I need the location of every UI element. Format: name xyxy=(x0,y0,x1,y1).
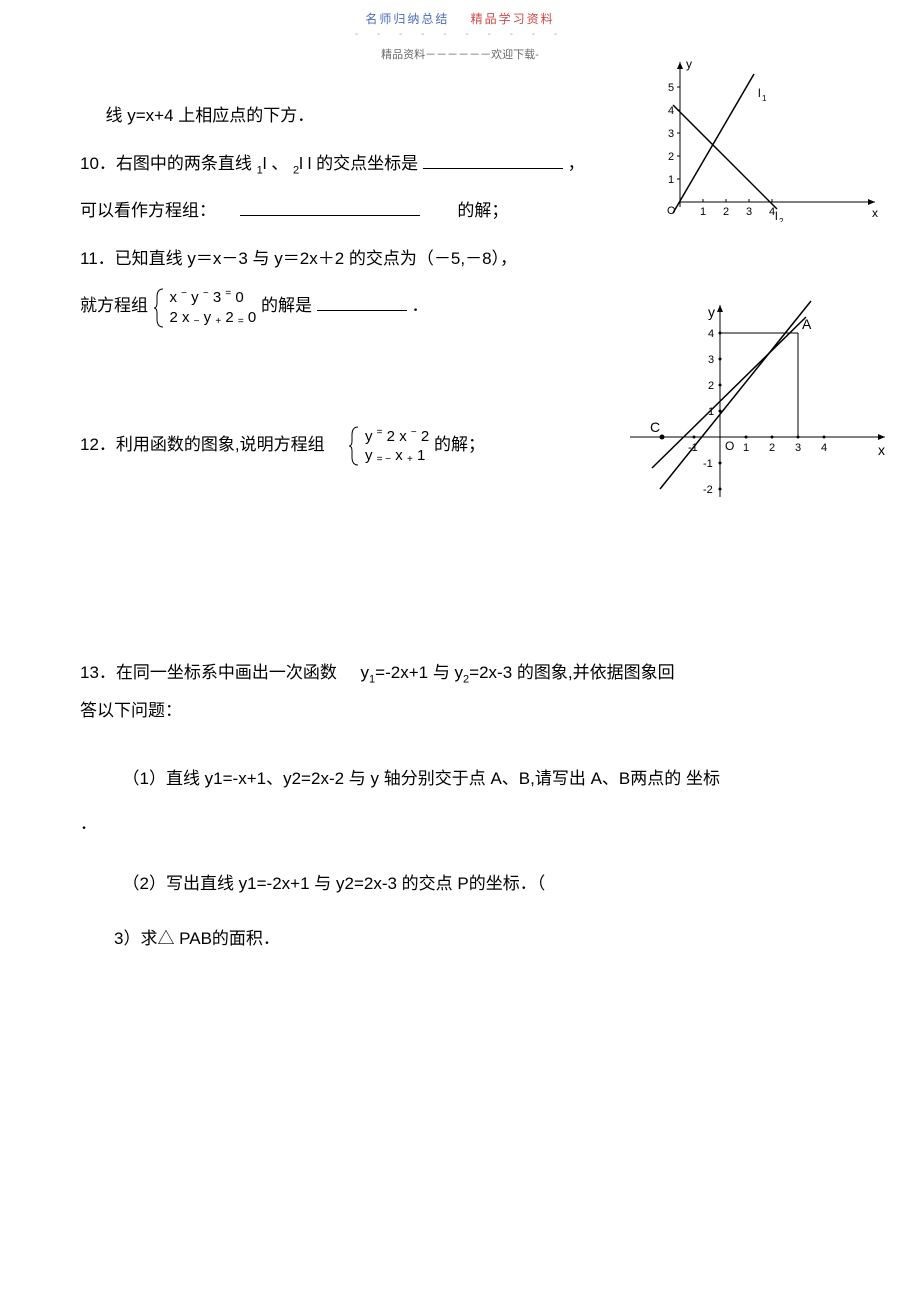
q11-line1: 11．已知直线 y＝x－3 与 y＝2x＋2 的交点为（－5,－8）， xyxy=(80,235,840,283)
svg-text:2: 2 xyxy=(708,380,714,392)
q11-eq-lines: x − y − 3 = 0 2 x − y + 2 = 0 xyxy=(169,287,256,328)
svg-text:5: 5 xyxy=(668,82,674,94)
blank-q11 xyxy=(317,293,407,311)
q10-text-d: 可以看作方程组： xyxy=(80,201,216,220)
header-blue: 名师归纳总结 xyxy=(365,12,449,26)
svg-text:2: 2 xyxy=(779,217,784,222)
svg-text:3: 3 xyxy=(668,128,674,140)
q10-text-e: 的解； xyxy=(457,201,508,220)
q13-block: 13．在同一坐标系中画出一次函数 y1=-2x+1 与 y2=2x-3 的图象,… xyxy=(80,649,840,957)
q12-text-b: 的解； xyxy=(434,435,485,454)
svg-text:-1: -1 xyxy=(703,458,713,470)
q10-text-a: 10．右图中的两条直线 xyxy=(80,154,257,173)
q10-text-b: l 的交点坐标是 xyxy=(308,154,419,173)
svg-text:l: l xyxy=(775,209,778,222)
q13-sub2: （2）写出直线 y1=-2x+1 与 y2=2x-3 的交点 P的坐标．（ xyxy=(80,865,840,902)
header-left: 精品资料 xyxy=(381,49,425,61)
graph-q10: 1 2 3 4 1 2 3 4 5 O y x l1 xyxy=(650,52,890,227)
svg-text:-2: -2 xyxy=(703,484,713,496)
q13-line2: 答以下问题： xyxy=(80,697,840,724)
svg-text:2: 2 xyxy=(668,151,674,163)
q10-l2: l xyxy=(299,154,308,173)
q13-sub3: 3）求△ PAB的面积． xyxy=(80,920,840,957)
svg-text:3: 3 xyxy=(708,354,714,366)
header-line-1: 名师归纳总结 精品学习资料 xyxy=(0,10,920,27)
q13-y1: y xyxy=(361,663,370,682)
svg-text:y: y xyxy=(708,304,715,320)
svg-text:C: C xyxy=(650,419,660,435)
svg-text:4: 4 xyxy=(821,442,827,454)
svg-text:1: 1 xyxy=(700,206,706,218)
svg-text:A: A xyxy=(802,316,812,332)
svg-text:3: 3 xyxy=(746,206,752,218)
graph-q10-svg: 1 2 3 4 1 2 3 4 5 O y x l1 xyxy=(650,52,890,222)
svg-text:2: 2 xyxy=(723,206,729,218)
q10-l1: l 、 xyxy=(263,154,289,173)
svg-text:O: O xyxy=(725,439,734,453)
brace-icon xyxy=(348,425,360,467)
q13-sub1b: ． xyxy=(80,814,840,834)
svg-text:y: y xyxy=(686,57,692,71)
svg-text:1: 1 xyxy=(668,174,674,186)
svg-text:2: 2 xyxy=(769,442,775,454)
svg-text:x: x xyxy=(872,206,878,220)
svg-text:1: 1 xyxy=(762,94,767,103)
q13-sub1: （1）直线 y1=-x+1、y2=2x-2 与 y 轴分别交于点 A、B,请写出… xyxy=(80,760,840,797)
q13-line1: 13．在同一坐标系中画出一次函数 y1=-2x+1 与 y2=2x-3 的图象,… xyxy=(80,649,840,697)
q10-comma: ， xyxy=(568,154,585,173)
svg-text:3: 3 xyxy=(795,442,801,454)
brace-icon xyxy=(153,287,165,329)
q13-c: =-2x+1 与 y xyxy=(375,663,463,682)
q12-eq-lines: y = 2 x − 2 y = − x + 1 xyxy=(365,426,429,467)
q13-d: =2x-3 的图象,并依据图象回 xyxy=(469,663,674,682)
q11-equation: x − y − 3 = 0 2 x − y + 2 = 0 xyxy=(153,283,257,331)
q11-text-c: 的解是 xyxy=(261,296,312,315)
header-right: 欢迎下载 xyxy=(491,49,535,61)
header-line-2: - - - - - - - - - - xyxy=(0,29,920,40)
svg-text:1: 1 xyxy=(743,442,749,454)
graph-q12: -1 1 2 3 4 1 2 3 4 -1 -2 O y x xyxy=(620,287,900,522)
q12-equation: y = 2 x − 2 y = − x + 1 xyxy=(348,421,429,469)
blank-q10-2 xyxy=(240,198,420,216)
graph-q12-svg: -1 1 2 3 4 1 2 3 4 -1 -2 O y x xyxy=(620,287,900,517)
q11-dot: ． xyxy=(411,296,428,315)
svg-text:l: l xyxy=(758,86,761,100)
header-red: 精品学习资料 xyxy=(471,12,555,26)
page: 名师归纳总结 精品学习资料 - - - - - - - - - - 精品资料－－… xyxy=(0,0,920,957)
svg-text:x: x xyxy=(878,442,885,458)
blank-q10-1 xyxy=(423,151,563,169)
content: 1 2 3 4 1 2 3 4 5 O y x l1 xyxy=(0,62,920,957)
q13-a: 13．在同一坐标系中画出一次函数 xyxy=(80,663,337,682)
svg-text:4: 4 xyxy=(668,105,674,117)
q12-text-a: 12．利用函数的图象,说明方程组 xyxy=(80,435,325,454)
q11-text-b: 就方程组 xyxy=(80,296,148,315)
svg-text:4: 4 xyxy=(708,328,714,340)
q13-1-text: （1）直线 y1=-x+1、y2=2x-2 与 y 轴分别交于点 A、B,请写出… xyxy=(123,769,720,788)
